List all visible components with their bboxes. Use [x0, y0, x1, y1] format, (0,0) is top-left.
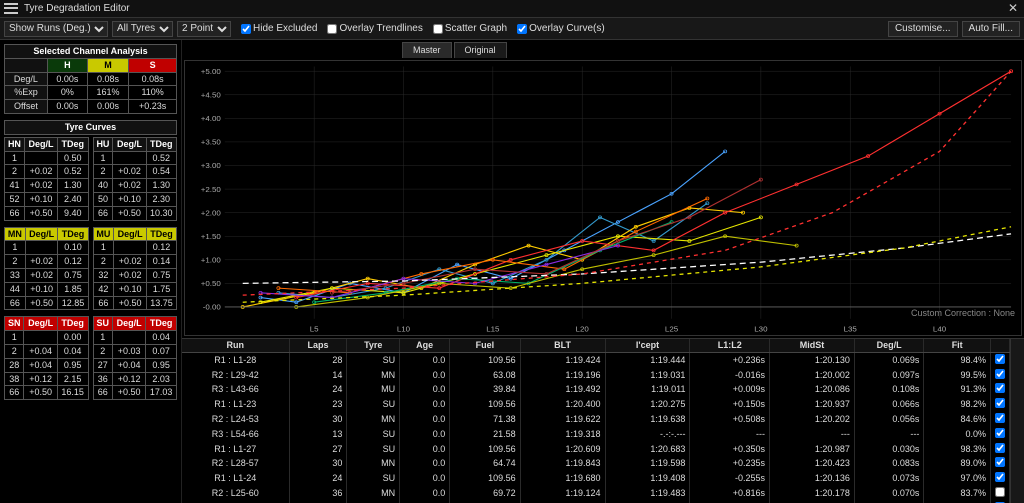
curve-row: 42+0.101.75 — [93, 282, 177, 296]
svg-text:L20: L20 — [576, 325, 589, 334]
curve-row: 2+0.020.52 — [5, 165, 89, 179]
table-row[interactable]: R2 : L29-4214MN0.063.081:19.1961:19.031-… — [182, 368, 1010, 383]
curve-row: 66+0.5012.85 — [5, 296, 89, 310]
table-row[interactable]: R3 : L54-6613SU0.021.581:19.318-.-:-.---… — [182, 427, 1010, 442]
svg-text:L35: L35 — [844, 325, 857, 334]
hamburger-icon[interactable] — [4, 2, 18, 16]
degradation-chart: -0.00 +0.50 +1.00 +1.50 +2.00 +2.50 +3.00 +3.50… — [184, 60, 1022, 336]
curve-row: 66+0.5013.75 — [93, 296, 177, 310]
analysis-row-label: Offset — [5, 100, 48, 114]
left-panel: Selected Channel Analysis HMS Deg/L0.00s… — [0, 40, 182, 503]
include-row-checkbox[interactable] — [995, 487, 1005, 497]
svg-text:+3.00: +3.00 — [201, 161, 221, 170]
curve-row: 40+0.021.30 — [93, 179, 177, 193]
include-row-checkbox[interactable] — [995, 472, 1005, 482]
include-row-checkbox[interactable] — [995, 413, 1005, 423]
chart-footer: Custom Correction : None — [911, 308, 1015, 319]
svg-text:L15: L15 — [486, 325, 499, 334]
close-icon[interactable]: ✕ — [1006, 1, 1020, 15]
svg-text:+0.50: +0.50 — [201, 279, 221, 288]
curve-row: 28+0.040.95 — [5, 358, 89, 372]
curve-row: 52+0.102.40 — [5, 192, 89, 206]
curve-row: 66+0.5016.15 — [5, 386, 89, 400]
table-row[interactable]: R2 : L24-5330MN0.071.381:19.6221:19.638+… — [182, 412, 1010, 427]
curve-row: 44+0.101.85 — [5, 282, 89, 296]
svg-text:+5.00: +5.00 — [201, 67, 221, 76]
customise-button[interactable]: Customise... — [888, 21, 958, 37]
analysis-table: Selected Channel Analysis HMS Deg/L0.00s… — [4, 44, 177, 114]
curve-row: 33+0.020.75 — [5, 268, 89, 282]
include-row-checkbox[interactable] — [995, 443, 1005, 453]
svg-text:L30: L30 — [754, 325, 767, 334]
svg-text:+3.50: +3.50 — [201, 138, 221, 147]
hide-excluded-checkbox[interactable]: Hide Excluded — [241, 23, 317, 35]
include-row-checkbox[interactable] — [995, 457, 1005, 467]
table-row[interactable]: R2 : L25-6036MN0.069.721:19.1241:19.483+… — [182, 486, 1010, 501]
svg-text:-0.00: -0.00 — [203, 303, 221, 312]
curve-row: 2+0.040.04 — [5, 344, 89, 358]
table-row[interactable]: R3 : L43-6624MU0.039.841:19.4921:19.011+… — [182, 382, 1010, 397]
curve-row: 38+0.122.15 — [5, 372, 89, 386]
curve-row: 2+0.020.14 — [93, 255, 177, 269]
curve-row: 2+0.020.12 — [5, 255, 89, 269]
curve-row: 27+0.040.95 — [93, 358, 177, 372]
table-row[interactable]: R1 : L1-2727SU0.0109.561:20.6091:20.683+… — [182, 442, 1010, 457]
svg-text:L5: L5 — [310, 325, 319, 334]
analysis-row-label: %Exp — [5, 86, 48, 100]
tyres-select[interactable]: All Tyres — [112, 21, 173, 37]
svg-text:+1.50: +1.50 — [201, 232, 221, 241]
overlay-trendlines-checkbox[interactable]: Overlay Trendlines — [327, 23, 422, 35]
auto-fill-button[interactable]: Auto Fill... — [962, 21, 1020, 37]
fit-select[interactable]: 2 Point — [177, 21, 231, 37]
include-row-checkbox[interactable] — [995, 383, 1005, 393]
table-row[interactable]: R1 : L1-2828SU0.0109.561:19.4241:19.444+… — [182, 352, 1010, 367]
curve-row: 2+0.020.54 — [93, 165, 177, 179]
svg-text:+2.50: +2.50 — [201, 185, 221, 194]
curve-row: 66+0.5010.30 — [93, 206, 177, 220]
curve-row: 2+0.030.07 — [93, 344, 177, 358]
include-row-checkbox[interactable] — [995, 428, 1005, 438]
svg-text:+4.00: +4.00 — [201, 114, 221, 123]
svg-text:+1.00: +1.00 — [201, 256, 221, 265]
table-row[interactable]: R2 : L28-5730MN0.064.741:19.8431:19.598+… — [182, 456, 1010, 471]
curve-row: 50+0.102.30 — [93, 192, 177, 206]
curve-row: 10.04 — [93, 331, 177, 345]
svg-text:+4.50: +4.50 — [201, 91, 221, 100]
curve-row: 66+0.509.40 — [5, 206, 89, 220]
include-row-checkbox[interactable] — [995, 398, 1005, 408]
curve-row: 66+0.5017.03 — [93, 386, 177, 400]
scatter-graph-checkbox[interactable]: Scatter Graph — [433, 23, 507, 35]
show-runs-select[interactable]: Show Runs (Deg.) — [4, 21, 108, 37]
curve-row: 36+0.122.03 — [93, 372, 177, 386]
curve-row: 10.50 — [5, 151, 89, 165]
curve-row: 10.10 — [5, 241, 89, 255]
curve-row: 10.12 — [93, 241, 177, 255]
runs-table: RunLapsTyreAgeFuelBLTI'ceptL1:L2MidStDeg… — [182, 339, 1010, 503]
svg-text:L10: L10 — [397, 325, 410, 334]
curve-row: 32+0.020.75 — [93, 268, 177, 282]
table-row[interactable]: R1 : L1-2323SU0.0109.561:20.4001:20.275+… — [182, 397, 1010, 412]
svg-text:L25: L25 — [665, 325, 678, 334]
table-row[interactable]: R1 : L1-2424SU0.0109.561:19.6801:19.408-… — [182, 471, 1010, 486]
window-title: Tyre Degradation Editor — [24, 3, 1006, 15]
curve-row: 10.52 — [93, 151, 177, 165]
svg-text:+2.00: +2.00 — [201, 209, 221, 218]
svg-text:L40: L40 — [933, 325, 946, 334]
curve-row: 41+0.021.30 — [5, 179, 89, 193]
include-row-checkbox[interactable] — [995, 369, 1005, 379]
scrollbar[interactable] — [1010, 339, 1024, 503]
include-row-checkbox[interactable] — [995, 354, 1005, 364]
tab-original[interactable]: Original — [454, 42, 507, 58]
curve-row: 10.00 — [5, 331, 89, 345]
overlay-curves-checkbox[interactable]: Overlay Curve(s) — [517, 23, 605, 35]
analysis-row-label: Deg/L — [5, 72, 48, 86]
tab-master[interactable]: Master — [402, 42, 452, 58]
